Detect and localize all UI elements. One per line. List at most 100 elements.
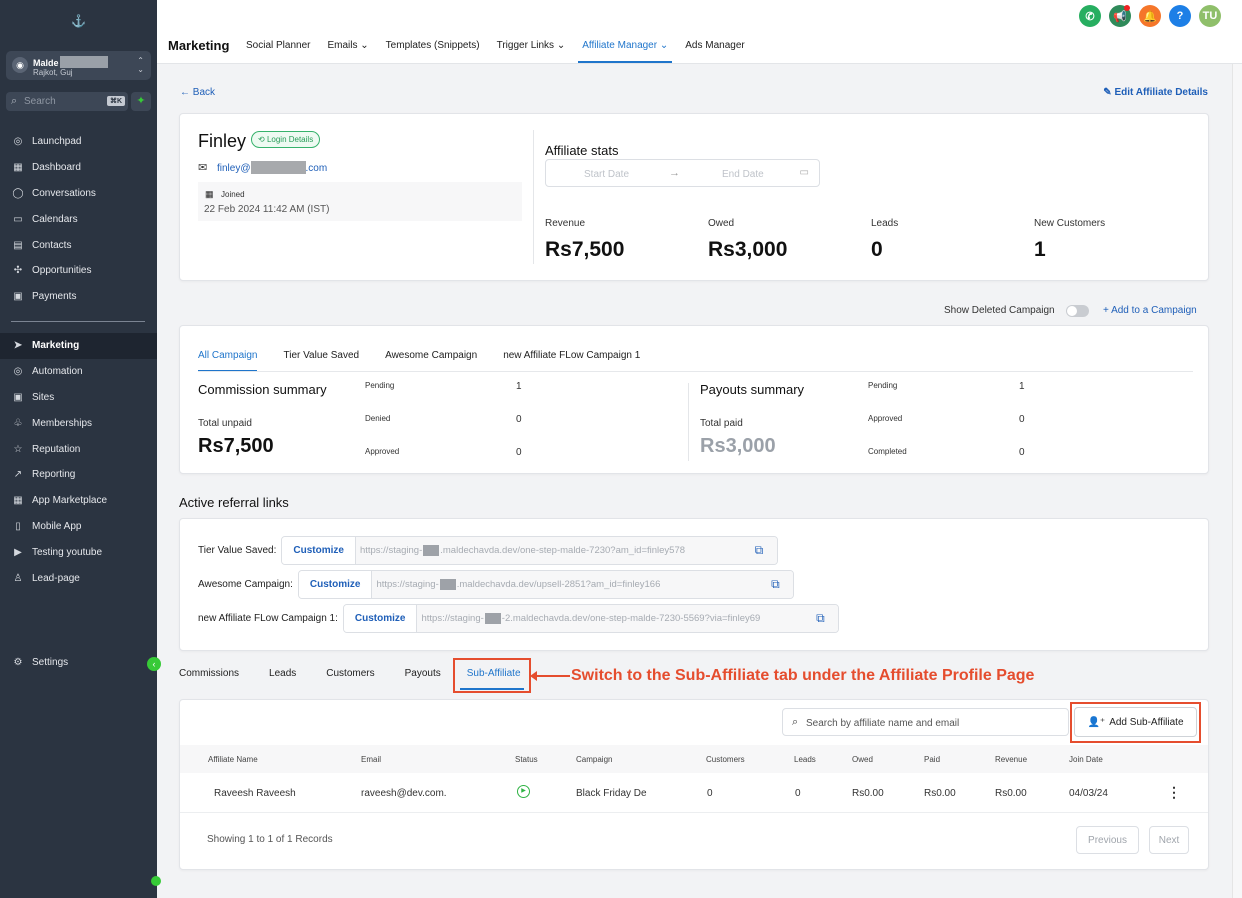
avatar[interactable]: TU bbox=[1199, 5, 1221, 27]
campaign-tab-all-campaign[interactable]: All Campaign bbox=[198, 350, 258, 372]
customize-button[interactable]: Customize bbox=[298, 571, 373, 598]
sidebar-item-marketing[interactable]: ➤ Marketing bbox=[0, 333, 157, 359]
add-campaign-label: Add to a Campaign bbox=[1111, 305, 1197, 316]
tab-trigger-links[interactable]: Trigger Links ⌄ bbox=[497, 40, 566, 63]
sidebar-item-label: Calendars bbox=[32, 213, 78, 225]
tab-affiliate-manager[interactable]: Affiliate Manager ⌄ bbox=[578, 40, 673, 63]
previous-button[interactable]: Previous bbox=[1076, 826, 1139, 854]
sidebar-item-testing-youtube[interactable]: ▶ Testing youtube bbox=[0, 539, 157, 565]
launchpad-icon: ◎ bbox=[13, 136, 23, 148]
payout-approved-label: Approved bbox=[868, 414, 903, 423]
referral-label: new Affiliate FLow Campaign 1: bbox=[198, 613, 338, 624]
copy-icon[interactable]: ⧉ bbox=[757, 571, 794, 598]
sidebar-item-mobile-app[interactable]: ▯ Mobile App bbox=[0, 514, 157, 540]
column-header: Email bbox=[361, 755, 382, 764]
tab-sub-affiliate[interactable]: Sub-Affiliate bbox=[466, 668, 521, 679]
more-options-icon[interactable]: ⋮ bbox=[1167, 784, 1181, 800]
sidebar-item-reputation[interactable]: ☆ Reputation bbox=[0, 436, 157, 462]
profile-tabs: Commissions Leads Customers Payouts Sub-… bbox=[179, 668, 551, 679]
tab-commissions[interactable]: Commissions bbox=[179, 668, 240, 679]
sidebar-item-conversations[interactable]: ◯ Conversations bbox=[0, 181, 157, 207]
sidebar-item-opportunities[interactable]: ✣ Opportunities bbox=[0, 258, 157, 284]
back-label: Back bbox=[192, 87, 216, 98]
bell-icon[interactable]: 🔔 bbox=[1139, 5, 1161, 27]
help-icon[interactable]: ? bbox=[1169, 5, 1191, 27]
sidebar-item-lead-page[interactable]: ♙ Lead-page bbox=[0, 565, 157, 591]
table-row[interactable]: Raveesh Raveesh raveesh@dev.com. ▶ Black… bbox=[180, 773, 1208, 813]
url-end: .maldechavda.dev/upsell-2851?am_id=finle… bbox=[456, 579, 661, 590]
joined-box: ▦ Joined 22 Feb 2024 11:42 AM (IST) bbox=[198, 182, 522, 221]
start-date-placeholder: Start Date bbox=[584, 169, 630, 180]
campaign-tab-tier-value-saved[interactable]: Tier Value Saved bbox=[283, 350, 360, 361]
login-details-badge[interactable]: ⟲ Login Details bbox=[251, 131, 321, 148]
sidebar-item-launchpad[interactable]: ◎ Launchpad bbox=[0, 129, 157, 155]
tab-leads[interactable]: Leads bbox=[269, 668, 297, 679]
header-icons: ✆ 📢 🔔 ? TU bbox=[1071, 5, 1221, 27]
collapse-sidebar-button[interactable]: ‹ bbox=[147, 657, 161, 671]
copy-icon[interactable]: ⧉ bbox=[802, 605, 839, 632]
edit-affiliate-link[interactable]: ✎ Edit Affiliate Details bbox=[1103, 87, 1208, 98]
sidebar-item-settings[interactable]: ⚙ Settings bbox=[0, 650, 157, 676]
phone-icon[interactable]: ✆ bbox=[1079, 5, 1101, 27]
megaphone-icon[interactable]: 📢 bbox=[1109, 5, 1131, 27]
sidebar-item-calendars[interactable]: ▭ Calendars bbox=[0, 206, 157, 232]
sidebar-item-reporting[interactable]: ↗ Reporting bbox=[0, 462, 157, 488]
add-to-campaign-link[interactable]: + Add to a Campaign bbox=[1103, 305, 1197, 316]
referral-link-group: Customize https://staging- .maldechavda.d… bbox=[281, 536, 778, 565]
sidebar-item-automation[interactable]: ◎ Automation bbox=[0, 359, 157, 385]
tab-customers[interactable]: Customers bbox=[326, 668, 375, 679]
campaign-tab-awesome-campaign[interactable]: Awesome Campaign bbox=[385, 350, 478, 361]
back-link[interactable]: ← Back bbox=[180, 87, 215, 98]
marketplace-icon: ▦ bbox=[13, 495, 23, 507]
referral-url[interactable]: https://staging- .maldechavda.dev/upsell-… bbox=[372, 571, 758, 598]
youtube-icon: ▶ bbox=[14, 546, 22, 558]
commission-approved-label: Approved bbox=[365, 447, 400, 456]
sidebar-item-app-marketplace[interactable]: ▦ App Marketplace bbox=[0, 488, 157, 514]
scrollbar[interactable] bbox=[1232, 64, 1242, 898]
tab-ads-manager[interactable]: Ads Manager bbox=[685, 40, 744, 63]
referral-url[interactable]: https://staging- -2.maldechavda.dev/one-s… bbox=[417, 605, 803, 632]
customize-button[interactable]: Customize bbox=[343, 605, 418, 632]
referral-url[interactable]: https://staging- .maldechavda.dev/one-ste… bbox=[355, 537, 741, 564]
campaign-tab-new-affiliate-flow-campaign-1[interactable]: new Affiliate FLow Campaign 1 bbox=[503, 350, 641, 361]
sidebar-item-payments[interactable]: ▣ Payments bbox=[0, 284, 157, 310]
stats-title: Affiliate stats bbox=[545, 143, 619, 158]
sidebar-item-dashboard[interactable]: ▦ Dashboard bbox=[0, 155, 157, 181]
sidebar-item-contacts[interactable]: ▤ Contacts bbox=[0, 232, 157, 258]
sidebar: ⚓ ◉ Malde Rajkot, Guj ⌃ ⌄ ⌕ Search ⌘K ✦ ◎… bbox=[0, 0, 161, 898]
show-deleted-toggle[interactable] bbox=[1066, 305, 1089, 317]
affiliate-email[interactable]: finley@ .com bbox=[217, 161, 327, 174]
date-range-picker[interactable]: Start Date → End Date ▭ bbox=[545, 159, 820, 187]
quick-action-bolt-icon[interactable]: ✦ bbox=[131, 92, 151, 111]
customize-button[interactable]: Customize bbox=[282, 537, 356, 564]
copy-icon[interactable]: ⧉ bbox=[740, 537, 777, 564]
search-icon: ⌕ bbox=[792, 716, 799, 728]
stat-value: 0 bbox=[871, 238, 883, 261]
referral-row: new Affiliate FLow Campaign 1: Customize… bbox=[198, 604, 840, 633]
sub-affiliate-search-input[interactable]: ⌕ Search by affiliate name and email bbox=[782, 708, 1069, 736]
next-button[interactable]: Next bbox=[1149, 826, 1189, 854]
column-header: Leads bbox=[794, 755, 816, 764]
tab-emails[interactable]: Emails ⌄ bbox=[327, 40, 368, 63]
add-sub-affiliate-button[interactable]: 👤⁺ Add Sub-Affiliate bbox=[1074, 707, 1197, 737]
sidebar-item-memberships[interactable]: ♧ Memberships bbox=[0, 410, 157, 436]
stat-value: 1 bbox=[1034, 238, 1046, 261]
end-date-placeholder: End Date bbox=[722, 169, 764, 180]
tab-payouts[interactable]: Payouts bbox=[404, 668, 441, 679]
sub-affiliate-card: ⌕ Search by affiliate name and email 👤⁺ … bbox=[179, 699, 1209, 870]
tab-templates-snippets[interactable]: Templates (Snippets) bbox=[386, 40, 480, 63]
calendar-icon: ▦ bbox=[205, 189, 214, 199]
total-paid-value: Rs3,000 bbox=[700, 435, 776, 457]
cell-affiliate-name[interactable]: Raveesh Raveesh bbox=[214, 788, 296, 799]
commission-denied-value: 0 bbox=[516, 414, 522, 425]
account-switcher[interactable]: ◉ Malde Rajkot, Guj ⌃ ⌄ bbox=[6, 51, 151, 80]
payout-approved-value: 0 bbox=[1019, 414, 1025, 425]
calendar-icon: ▭ bbox=[799, 167, 809, 178]
badge-label: Login Details bbox=[266, 135, 314, 144]
sidebar-item-label: App Marketplace bbox=[32, 495, 108, 507]
tab-social-planner[interactable]: Social Planner bbox=[246, 40, 310, 63]
sidebar-item-sites[interactable]: ▣ Sites bbox=[0, 385, 157, 411]
plus-icon: + bbox=[1103, 305, 1109, 316]
referral-row: Awesome Campaign: Customize https://stag… bbox=[198, 570, 795, 599]
sidebar-search[interactable]: ⌕ Search ⌘K bbox=[6, 92, 128, 111]
